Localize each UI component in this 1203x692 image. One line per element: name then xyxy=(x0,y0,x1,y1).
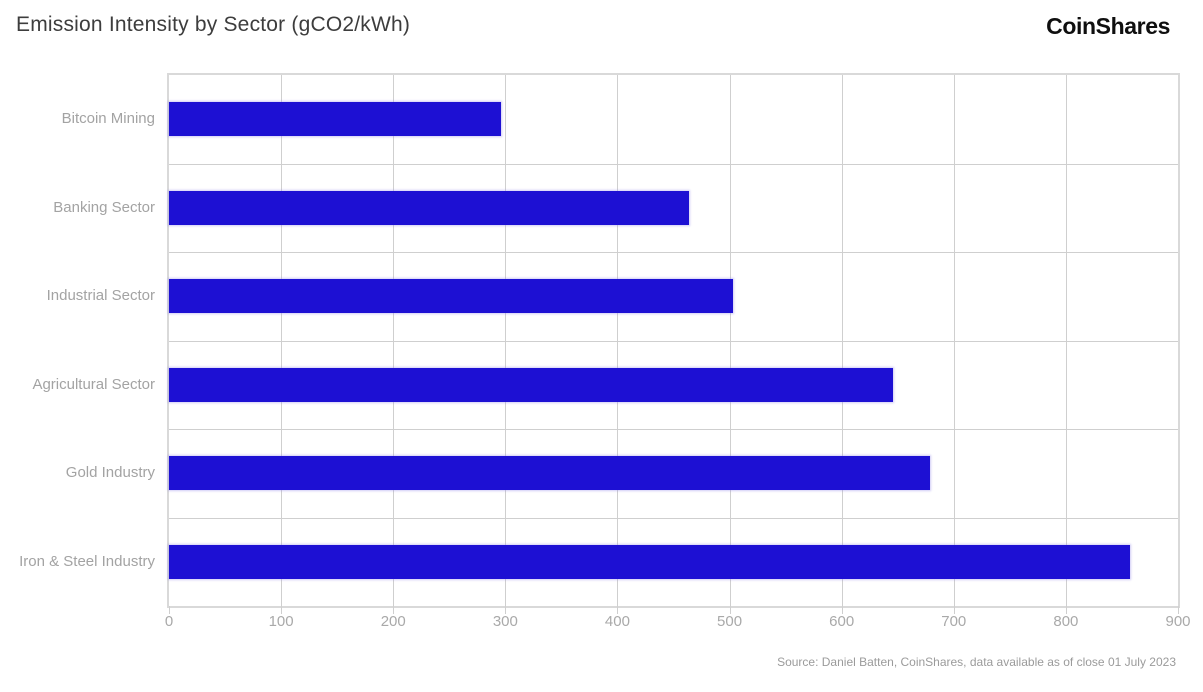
x-tick-mark xyxy=(1065,606,1067,614)
horizontal-gridline xyxy=(169,517,1178,519)
x-tick-label: 700 xyxy=(941,613,967,630)
x-tick-mark xyxy=(841,606,843,614)
chart-title: Emission Intensity by Sector (gCO2/kWh) xyxy=(16,13,411,36)
coinshares-logo: CoinShares xyxy=(1046,13,1170,39)
horizontal-gridline xyxy=(169,163,1178,165)
horizontal-gridline xyxy=(169,340,1178,342)
source-note: Source: Daniel Batten, CoinShares, data … xyxy=(777,655,1176,669)
x-tick-mark xyxy=(169,606,170,614)
category-label: Industrial Sector xyxy=(46,287,155,305)
category-label: Banking Sector xyxy=(53,198,155,216)
x-tick-label: 300 xyxy=(492,613,518,630)
category-label: Agricultural Sector xyxy=(32,375,155,393)
x-tick-mark xyxy=(281,606,283,614)
x-tick-mark xyxy=(729,606,731,614)
bar-iron-steel-industry xyxy=(169,544,1130,579)
bar-agricultural-sector xyxy=(169,367,894,402)
x-tick-label: 800 xyxy=(1053,613,1079,630)
horizontal-gridline xyxy=(169,252,1178,253)
bar-industrial-sector xyxy=(169,279,733,314)
x-tick-mark xyxy=(617,606,619,614)
x-tick-label: 400 xyxy=(604,613,630,630)
x-tick-mark xyxy=(505,606,507,614)
x-tick-label: 900 xyxy=(1165,613,1191,630)
x-tick-label: 100 xyxy=(268,613,294,630)
x-tick-label: 200 xyxy=(380,613,406,630)
x-tick-mark xyxy=(393,606,395,614)
category-label: Iron & Steel Industry xyxy=(19,552,155,570)
category-label: Bitcoin Mining xyxy=(61,110,155,128)
x-tick-mark xyxy=(1178,606,1179,614)
category-label: Gold Industry xyxy=(65,464,155,482)
bar-bitcoin-mining xyxy=(169,102,501,137)
horizontal-gridline xyxy=(169,429,1178,430)
x-tick-label: 0 xyxy=(164,613,174,630)
x-tick-label: 500 xyxy=(717,613,743,630)
x-tick-mark xyxy=(953,606,955,614)
plot-area xyxy=(167,73,1180,608)
bar-banking-sector xyxy=(169,190,690,225)
x-tick-label: 600 xyxy=(829,613,855,630)
bar-gold-industry xyxy=(169,456,931,491)
